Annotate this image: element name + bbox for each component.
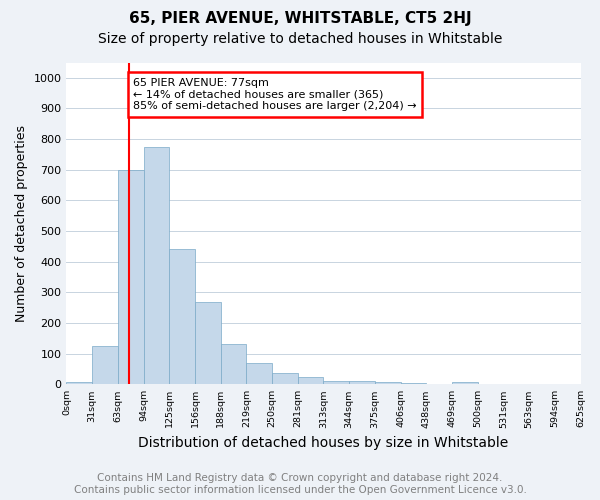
- Bar: [401, 383, 426, 384]
- Bar: [67, 382, 92, 384]
- Bar: [323, 380, 349, 384]
- Bar: [195, 302, 221, 384]
- Bar: [118, 170, 143, 384]
- Bar: [375, 382, 401, 384]
- Bar: [272, 372, 298, 384]
- Bar: [349, 380, 375, 384]
- Bar: [221, 344, 247, 385]
- Text: Size of property relative to detached houses in Whitstable: Size of property relative to detached ho…: [98, 32, 502, 46]
- Text: 65, PIER AVENUE, WHITSTABLE, CT5 2HJ: 65, PIER AVENUE, WHITSTABLE, CT5 2HJ: [128, 12, 472, 26]
- Bar: [143, 147, 169, 384]
- Y-axis label: Number of detached properties: Number of detached properties: [15, 125, 28, 322]
- Text: 65 PIER AVENUE: 77sqm
← 14% of detached houses are smaller (365)
85% of semi-det: 65 PIER AVENUE: 77sqm ← 14% of detached …: [133, 78, 417, 111]
- Text: Contains HM Land Registry data © Crown copyright and database right 2024.
Contai: Contains HM Land Registry data © Crown c…: [74, 474, 526, 495]
- Bar: [298, 376, 323, 384]
- Bar: [169, 250, 195, 384]
- Bar: [452, 382, 478, 384]
- X-axis label: Distribution of detached houses by size in Whitstable: Distribution of detached houses by size …: [139, 436, 509, 450]
- Bar: [92, 346, 118, 385]
- Bar: [247, 363, 272, 384]
